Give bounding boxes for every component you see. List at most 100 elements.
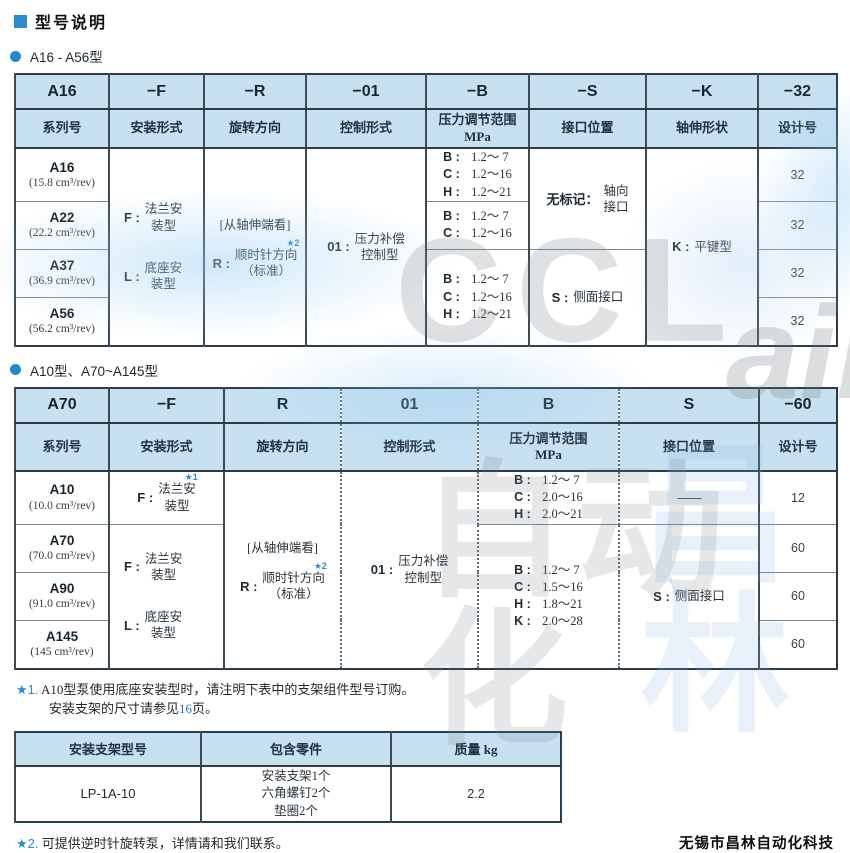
page-title: 型号说明 [35,15,108,32]
section-a10-a145-label: A10型、A70~A145型 [30,363,158,379]
t1-design-a22: 32 [757,200,837,250]
t2-series-a145: A145 (145 cm³/rev) [14,619,109,669]
t2-row-a90: A90 (91.0 cm³/rev) 60 [14,571,837,620]
t2-code-rotation: R [223,387,341,424]
footnote-1: ★1. A10型泵使用底座安装型时，请注明下表中的支架组件型号订购。 安装支架的… [16,680,850,719]
t2-code-row: A70 −F R 01 B S −60 [14,387,837,424]
t1-code-rotation: −R [203,74,306,110]
t2-row-a10: A10 (10.0 cm³/rev) F : 法兰安 装型 ★1 [从轴伸端看] R… [14,470,837,669]
t2-design-a10: 12 [758,470,837,524]
page-16-link[interactable]: 16 [179,701,193,716]
t1-label-row: 系列号 安装形式 旋转方向 控制形式 压力调节范围 MPa 接口位置 轴伸形状 … [14,109,837,149]
catalog-page: 型号说明 A16 - A56型 A16 −F −R −01 −B −S −K −… [0,9,850,853]
t1-rotation-cell: [从轴伸端看] R : 顺时针方向 （标准） ★2 [203,147,306,346]
bracket-model: LP-1A-10 [14,765,201,822]
t2-code-control: 01 [340,387,478,424]
t2-series-a90: A90 (91.0 cm³/rev) [14,571,109,620]
t2-label-series: 系列号 [14,422,109,472]
t1-design-a16: 32 [757,147,837,202]
t2-code-port: S [618,387,759,424]
t1-control-cell: 01 : 压力补偿 控制型 [305,147,426,346]
t2-label-port: 接口位置 [618,422,759,472]
t1-label-series: 系列号 [14,109,109,149]
t2-mounting-a70-a145: F : 法兰安 装型 L : 底座安 装型 [108,523,224,669]
t1-row-a37: A37 (36.9 cm³/rev) B :1.2～ 7 C :1.2～16 H… [14,248,837,346]
bracket-table: 安装支架型号 包含零件 质量 kg LP-1A-10 安装支架1个 六角螺钉2个… [14,730,562,823]
t1-code-pressure: −B [425,74,529,110]
t1-code-shaft: −K [645,74,758,110]
bracket-header-row: 安装支架型号 包含零件 质量 kg [14,731,561,767]
table-a16-a56: A16 −F −R −01 −B −S −K −32 系列号 安装形式 旋转方向… [14,73,838,347]
bullet-circle-icon [10,364,21,376]
t2-label-rotation: 旋转方向 [223,422,341,472]
t1-label-shaft: 轴伸形状 [645,109,758,149]
footnote-2-marker: ★2. [16,836,39,851]
t1-code-control: −01 [305,74,426,110]
t1-label-port: 接口位置 [528,109,646,149]
footnote-2: ★2. 可提供逆时针旋转泵，详情请和我们联系。 [16,833,289,852]
section-square-icon [14,14,27,28]
footnote-2-text: 可提供逆时针旋转泵，详情请和我们联系。 [41,836,289,851]
t1-series-a37: A37 (36.9 cm³/rev) [14,248,109,298]
t1-code-row: A16 −F −R −01 −B −S −K −32 [14,74,837,110]
t2-label-control: 控制形式 [340,422,478,472]
t2-code-pressure: B [477,387,619,424]
bracket-header-model: 安装支架型号 [14,731,201,767]
t1-port-axial-cell: 无标记： 轴向 接口 [528,147,646,250]
t1-code-mounting: −F [108,74,204,110]
bullet-circle-icon [10,50,21,62]
t2-row-a145: A145 (145 cm³/rev) 60 [14,619,837,669]
t2-code-design: −60 [758,387,837,424]
footnote-mark-2: ★2 [286,238,300,249]
t2-control-cell: 01 : 压力补偿 控制型 [340,470,478,669]
t2-series-a70: A70 (70.0 cm³/rev) [14,523,109,572]
t1-row-a16: A16 (15.8 cm³/rev) F : 法兰安 装型 L : 底座安 装型 [… [14,147,837,346]
section-a16-a56: A16 - A56型 [10,46,850,66]
footnote-1-marker: ★1. [16,681,39,697]
t1-series-a56: A56 (56.2 cm³/rev) [14,296,109,346]
bracket-header-parts: 包含零件 [200,731,391,767]
section-a10-a145: A10型、A70~A145型 [10,360,850,380]
t2-pressure-a10: B :1.2～ 7 C :2.0～16 H :2.0～21 [477,470,619,524]
t1-pressure-a16: B :1.2～ 7 C :1.2～16 H :1.2～21 [425,147,529,202]
t1-row-a56: A56 (56.2 cm³/rev) 32 [14,296,837,346]
t1-label-rotation: 旋转方向 [203,109,306,149]
footnote-1-text: A10型泵使用底座安装型时，请注明下表中的支架组件型号订购。 [41,681,415,697]
section-a16-a56-label: A16 - A56型 [30,50,103,65]
t2-mounting-a10: F : 法兰安 装型 ★1 [108,470,224,524]
t1-port-side-cell: S : 侧面接口 [528,248,646,346]
bracket-weight: 2.2 [390,765,561,822]
t2-row-a70: A70 (70.0 cm³/rev) F : 法兰安 装型 L : 底座安 装型 B… [14,523,837,669]
table-a10-a145: A70 −F R 01 B S −60 系列号 安装形式 旋转方向 控制形式 压… [14,386,838,670]
bottom-row: ★2. 可提供逆时针旋转泵，详情请和我们联系。 无锡市昌林自动化科技 [16,832,834,853]
t2-port-a10: —— [618,470,759,524]
t1-series-a16: A16 (15.8 cm³/rev) [14,147,109,202]
t2-design-a90: 60 [758,571,837,620]
footnote-mark-2: ★2 [313,560,327,571]
t2-series-a10: A10 (10.0 cm³/rev) [14,470,109,524]
bracket-header-weight: 质量 kg [390,731,561,767]
t2-label-row: 系列号 安装形式 旋转方向 控制形式 压力调节范围 MPa 接口位置 设计号 [14,422,837,472]
t1-label-control: 控制形式 [305,109,426,149]
t2-code-mounting: −F [108,387,224,424]
t2-label-mounting: 安装形式 [108,422,224,472]
bracket-data-row: LP-1A-10 安装支架1个 六角螺钉2个 垫圈2个 2.2 [14,765,561,822]
t1-label-mounting: 安装形式 [108,109,204,149]
page-title-row: 型号说明 [14,9,850,33]
t1-pressure-a22: B :1.2～ 7 C :1.2～16 [425,200,529,250]
t2-pressure-a70-a145: B :1.2～ 7 C :1.5～16 H :1.8～21 K :2.0～28 [477,523,619,669]
t2-label-design: 设计号 [758,422,837,472]
t1-row-a22: A22 (22.2 cm³/rev) B :1.2～ 7 C :1.2～16 3… [14,200,837,250]
t1-code-port: −S [528,74,646,110]
footnote-1-line2: 安装支架的尺寸请参见16页。 [49,701,219,716]
t2-design-a145: 60 [758,619,837,669]
company-name: 无锡市昌林自动化科技 [679,836,834,852]
footnote-mark-1: ★1 [184,472,198,483]
t1-code-series: A16 [14,74,109,110]
t1-design-a37: 32 [757,248,837,298]
t1-mounting-cell: F : 法兰安 装型 L : 底座安 装型 [108,147,204,346]
t1-design-a56: 32 [757,296,837,346]
t1-label-design: 设计号 [757,109,837,149]
t2-rotation-cell: [从轴伸端看] R : 顺时针方向 （标准） ★2 [223,470,341,669]
t1-pressure-a37-a56: B :1.2～ 7 C :1.2～16 H :1.2～21 [425,248,529,346]
